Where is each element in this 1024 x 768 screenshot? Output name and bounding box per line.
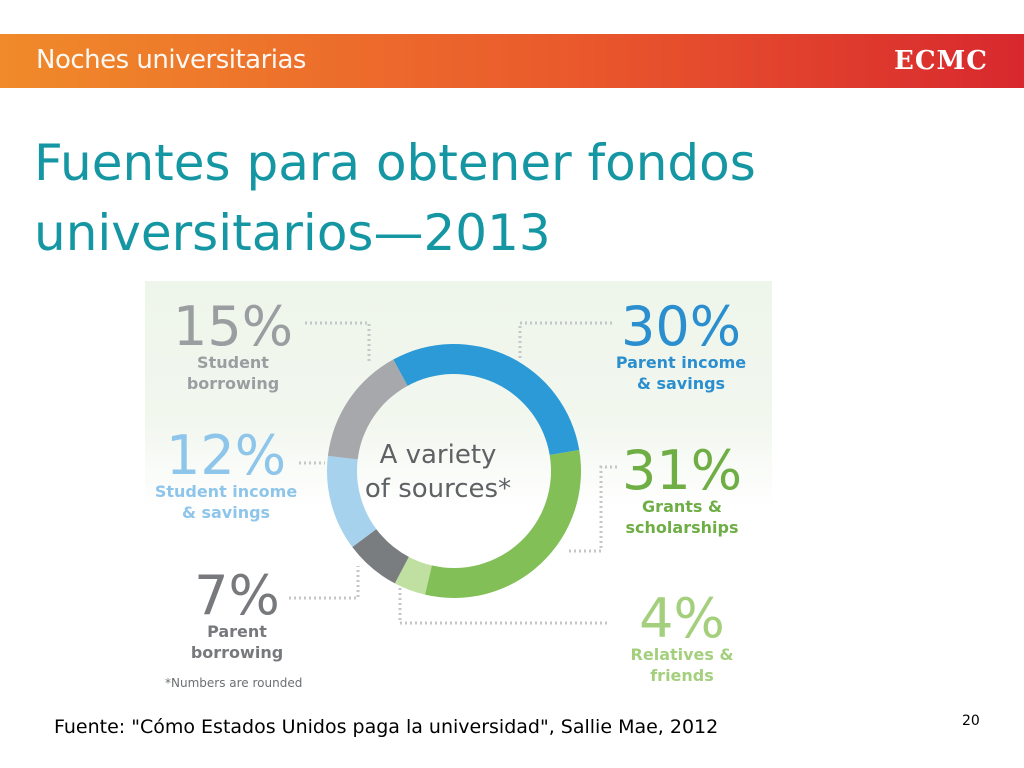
slice-label-1-line-1: scholarships (626, 518, 739, 537)
leader-line-student-borrowing (305, 321, 371, 361)
slice-percent-1: 31% (622, 439, 742, 502)
slice-label-0-line-1: & savings (637, 374, 725, 393)
donut-slice-3 (352, 529, 409, 584)
slice-percent-2: 4% (639, 587, 725, 650)
donut-chart: A variety of sources* 30%Parent income & … (145, 281, 772, 693)
slice-label-5-line-0: Student (197, 353, 269, 372)
center-text-line-1: A variety (380, 440, 497, 470)
slice-label-4-line-0: Student income (155, 482, 298, 501)
slide-title: Fuentes para obtener fondos universitari… (34, 128, 934, 268)
slice-labels: 30%Parent income & savings 31%Grants & scho… (155, 295, 746, 685)
donut-slices (327, 344, 581, 598)
slice-label-2-line-0: Relatives & (631, 645, 734, 664)
slice-label-3-line-0: Parent (207, 622, 267, 641)
slice-percent-5: 15% (173, 295, 293, 358)
ecmc-logo: ECMC (894, 46, 988, 76)
slice-percent-0: 30% (621, 295, 741, 358)
source-citation: Fuente: "Cómo Estados Unidos paga la uni… (54, 716, 719, 738)
donut-slice-0 (393, 344, 580, 455)
slice-label-4-line-1: & savings (182, 503, 270, 522)
leader-line-grants (567, 465, 617, 553)
slice-label-5-line-1: borrowing (187, 374, 279, 393)
donut-slice-1 (424, 450, 581, 598)
slide-title-line-2: universitarios—2013 (34, 204, 551, 262)
center-text-line-2: of sources* (365, 474, 511, 504)
chart-footnote: *Numbers are rounded (165, 676, 302, 690)
slice-label-3-line-1: borrowing (191, 643, 283, 662)
slice-label-1-line-0: Grants & (642, 497, 722, 516)
slice-percent-4: 12% (166, 424, 286, 487)
slice-percent-3: 7% (194, 564, 280, 627)
header-banner: Noches universitarias ECMC (0, 34, 1024, 88)
page-number: 20 (962, 713, 980, 729)
leader-line-parent-borrowing (289, 566, 360, 600)
donut-slice-2 (394, 556, 432, 595)
leader-line-relatives (398, 587, 607, 625)
slide-title-line-1: Fuentes para obtener fondos (34, 134, 756, 192)
slice-label-0-line-0: Parent income (616, 353, 746, 372)
leader-line-parent-income (518, 321, 612, 359)
donut-slice-5 (327, 359, 408, 460)
leader-lines (289, 321, 617, 625)
slice-label-2-line-1: friends (650, 666, 714, 685)
donut-slice-4 (327, 455, 377, 548)
banner-title: Noches universitarias (36, 45, 306, 75)
